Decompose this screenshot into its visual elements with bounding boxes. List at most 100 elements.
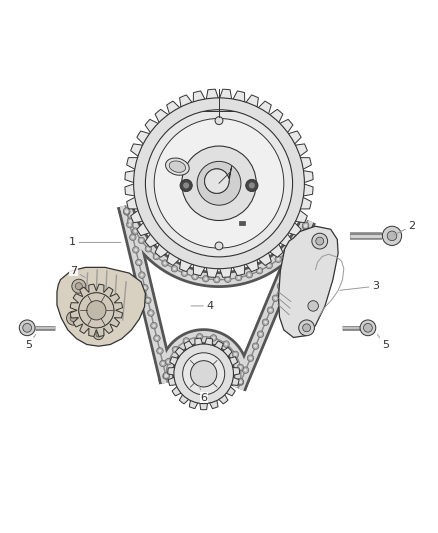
Circle shape <box>277 258 280 261</box>
Circle shape <box>72 279 86 293</box>
Circle shape <box>299 320 314 336</box>
Circle shape <box>196 334 203 340</box>
Circle shape <box>246 179 258 191</box>
Circle shape <box>293 243 295 245</box>
Circle shape <box>181 270 188 277</box>
Circle shape <box>129 220 132 223</box>
Circle shape <box>23 324 32 332</box>
Circle shape <box>148 310 154 316</box>
Circle shape <box>299 233 302 237</box>
Circle shape <box>134 230 137 232</box>
Circle shape <box>165 358 172 365</box>
Circle shape <box>237 378 244 385</box>
Circle shape <box>210 335 217 341</box>
Circle shape <box>312 233 328 249</box>
Circle shape <box>143 286 146 289</box>
Ellipse shape <box>169 161 186 172</box>
Circle shape <box>316 237 324 245</box>
Circle shape <box>173 267 176 270</box>
Circle shape <box>96 332 101 337</box>
Circle shape <box>125 211 128 213</box>
Circle shape <box>182 146 256 221</box>
Circle shape <box>308 301 318 311</box>
Circle shape <box>153 253 159 260</box>
Circle shape <box>268 264 271 267</box>
Circle shape <box>257 331 264 337</box>
Polygon shape <box>205 166 232 193</box>
Circle shape <box>134 98 304 269</box>
Polygon shape <box>168 338 240 410</box>
Circle shape <box>237 379 244 385</box>
Circle shape <box>180 179 192 191</box>
Circle shape <box>212 336 215 340</box>
Circle shape <box>297 232 304 238</box>
Text: 1: 1 <box>69 237 121 247</box>
Circle shape <box>239 366 242 369</box>
Circle shape <box>171 265 178 272</box>
Circle shape <box>266 262 272 269</box>
Circle shape <box>75 282 82 290</box>
Circle shape <box>282 271 289 278</box>
Circle shape <box>183 182 189 189</box>
Circle shape <box>93 329 104 340</box>
Circle shape <box>145 110 293 257</box>
Circle shape <box>128 223 131 226</box>
Circle shape <box>167 360 170 363</box>
Circle shape <box>285 251 288 254</box>
Circle shape <box>132 228 139 235</box>
Circle shape <box>247 355 254 361</box>
Polygon shape <box>70 284 123 336</box>
Circle shape <box>127 221 133 228</box>
Circle shape <box>279 285 282 288</box>
Circle shape <box>277 283 284 289</box>
Circle shape <box>154 335 160 342</box>
Circle shape <box>302 222 309 229</box>
Circle shape <box>163 262 166 264</box>
Circle shape <box>133 247 139 253</box>
Circle shape <box>124 209 130 215</box>
Circle shape <box>192 273 198 280</box>
Circle shape <box>242 367 249 374</box>
Circle shape <box>183 337 190 344</box>
Text: 4: 4 <box>191 301 214 311</box>
Circle shape <box>138 272 145 278</box>
Circle shape <box>264 321 267 324</box>
Circle shape <box>215 242 223 250</box>
Circle shape <box>299 237 302 240</box>
Circle shape <box>163 372 170 379</box>
Circle shape <box>234 353 237 356</box>
Circle shape <box>304 224 307 227</box>
Circle shape <box>157 348 163 354</box>
Text: 2: 2 <box>395 221 415 235</box>
Text: 7: 7 <box>70 266 85 277</box>
Circle shape <box>252 343 259 350</box>
Circle shape <box>287 259 294 265</box>
Circle shape <box>147 247 150 251</box>
Circle shape <box>174 348 177 351</box>
Circle shape <box>232 351 239 358</box>
Circle shape <box>303 324 311 332</box>
Circle shape <box>152 324 155 327</box>
Circle shape <box>145 246 152 252</box>
Circle shape <box>269 309 272 312</box>
Circle shape <box>304 225 307 228</box>
Circle shape <box>204 277 207 280</box>
Circle shape <box>165 375 167 377</box>
Text: 3: 3 <box>340 281 379 291</box>
Circle shape <box>165 374 168 377</box>
Circle shape <box>198 335 201 338</box>
Circle shape <box>131 236 134 239</box>
Circle shape <box>225 343 228 345</box>
Circle shape <box>223 341 230 348</box>
Circle shape <box>235 274 242 281</box>
Circle shape <box>202 276 209 282</box>
Circle shape <box>237 276 240 279</box>
Circle shape <box>70 314 77 322</box>
Circle shape <box>297 235 304 241</box>
Circle shape <box>360 320 376 336</box>
Polygon shape <box>279 226 338 337</box>
Circle shape <box>172 346 179 353</box>
Circle shape <box>262 319 269 326</box>
Circle shape <box>246 271 253 278</box>
Circle shape <box>145 297 151 304</box>
